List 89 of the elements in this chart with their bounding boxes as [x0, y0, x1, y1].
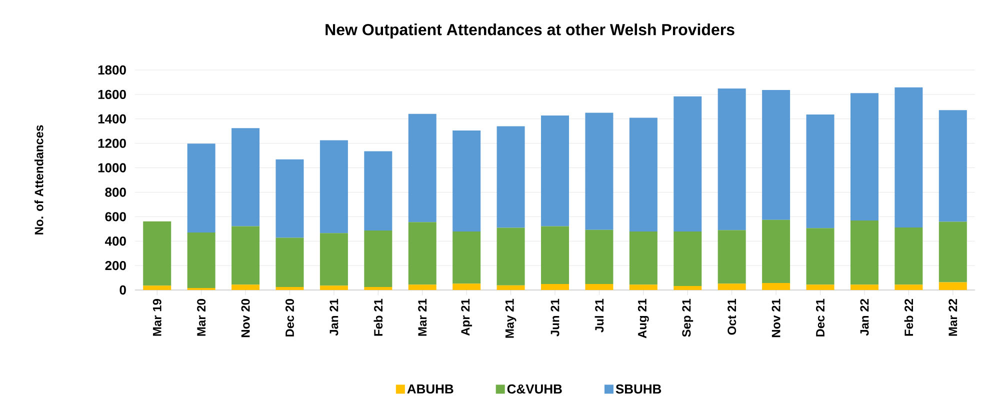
- bar: [806, 284, 834, 290]
- bar: [718, 284, 746, 290]
- bar: [938, 110, 967, 222]
- x-tick-label: Jan 22: [860, 299, 869, 336]
- bar: [718, 230, 746, 284]
- bar: [276, 159, 304, 238]
- bar: [408, 222, 436, 285]
- bar: [143, 286, 172, 290]
- bar: [718, 88, 746, 230]
- y-tick-label: 600: [105, 212, 126, 222]
- x-tick-label: Dec 20: [285, 299, 294, 336]
- x-tick-label: Mar 21: [418, 298, 427, 336]
- bar: [452, 231, 481, 284]
- x-tick-label: Mar 20: [197, 299, 206, 336]
- x-tick-label: Feb 22: [904, 299, 914, 336]
- y-tick-label: 1000: [98, 163, 126, 172]
- bar: [674, 231, 702, 286]
- legend-label: ABUHB: [407, 384, 454, 394]
- y-tick-label: 1800: [98, 65, 126, 75]
- y-tick-label: 1600: [98, 90, 126, 100]
- bar: [364, 286, 392, 290]
- bar: [629, 284, 658, 290]
- bar: [541, 115, 570, 226]
- bar: [674, 96, 702, 232]
- x-tick-label: Aug 21: [638, 298, 649, 338]
- y-tick-label: 800: [105, 188, 126, 197]
- x-tick-label: Apr 21: [461, 298, 472, 336]
- x-tick-label: Dec 21: [816, 298, 825, 336]
- bar: [364, 151, 392, 230]
- bar: [585, 284, 614, 290]
- bar: [232, 128, 260, 226]
- bar: [629, 118, 658, 232]
- x-tick-label: Mar 22: [948, 299, 958, 336]
- bar: [496, 285, 525, 290]
- legend-label: SBUHB: [616, 384, 662, 394]
- bar: [187, 232, 216, 288]
- x-tick-label: Mar 19: [152, 299, 162, 336]
- x-tick-label: Jan 21: [330, 298, 338, 336]
- y-tick-label: 400: [104, 236, 126, 246]
- x-tick-label: Feb 21: [374, 298, 383, 336]
- x-tick-label: Jun 21: [550, 298, 560, 336]
- bar: [541, 284, 570, 290]
- bar: [232, 226, 260, 285]
- bar: [674, 286, 702, 290]
- bar: [894, 87, 923, 228]
- bar: [496, 126, 525, 228]
- bar: [452, 284, 481, 290]
- y-tick-label: 200: [105, 260, 126, 270]
- x-tick-label: Sep 21: [682, 298, 694, 337]
- x-tick-label: Nov 20: [241, 299, 250, 338]
- bar: [629, 231, 658, 285]
- x-tick-label: Oct 21: [728, 298, 736, 335]
- y-tick-label: 0: [120, 285, 126, 295]
- x-tick-label: Nov 21: [772, 298, 780, 338]
- bar: [143, 221, 172, 286]
- bar: [894, 284, 923, 290]
- bar: [762, 283, 790, 290]
- bar: [408, 284, 436, 290]
- bar: [496, 228, 525, 286]
- bar: [541, 226, 570, 284]
- bar: [232, 284, 260, 290]
- bar: [320, 140, 348, 234]
- bar: [364, 230, 392, 287]
- bar: [938, 222, 967, 282]
- bar: [850, 220, 878, 285]
- chart-title: New Outpatient Attendances at other Welsh Providers: [326, 24, 734, 38]
- bar: [320, 233, 348, 286]
- bar: [806, 114, 834, 228]
- bar: [762, 90, 790, 220]
- bar: [276, 238, 304, 287]
- bar: [850, 284, 878, 290]
- bar: [585, 230, 614, 284]
- bar: [585, 112, 614, 230]
- y-tick-label: 1200: [98, 138, 126, 148]
- y-axis-title: No. of Attendances: [34, 125, 44, 234]
- bar: [806, 228, 834, 285]
- bar: [187, 144, 216, 233]
- bar: [408, 114, 436, 222]
- y-tick-label: 1400: [98, 114, 126, 124]
- bar: [320, 286, 348, 290]
- legend-label: C&VUHB: [507, 384, 562, 394]
- bar: [938, 282, 967, 290]
- x-tick-label: Jul 21: [594, 298, 604, 332]
- x-tick-label: May 21: [505, 298, 516, 338]
- bar: [850, 93, 878, 220]
- bar: [276, 286, 304, 290]
- bar: [894, 228, 923, 285]
- bar: [452, 130, 481, 232]
- bar: [762, 220, 790, 284]
